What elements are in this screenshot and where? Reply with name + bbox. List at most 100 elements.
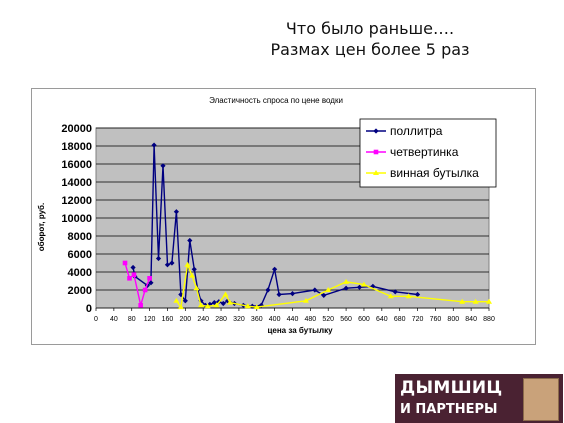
data-point (182, 298, 188, 304)
data-point (373, 170, 379, 175)
data-point (373, 149, 379, 155)
data-point (356, 284, 363, 290)
x-tick-label: 480 (305, 316, 317, 323)
logo-text-line2: И ПАРТНЕРЫ (400, 402, 498, 417)
y-tick-label: 12000 (61, 195, 92, 207)
y-axis-label: оборот, руб. (37, 203, 46, 251)
x-tick-label: 440 (287, 316, 299, 323)
x-tick-label: 360 (251, 316, 263, 323)
data-point (204, 303, 211, 309)
x-tick-label: 680 (394, 316, 406, 323)
data-point (405, 293, 412, 299)
y-tick-label: 6000 (68, 249, 92, 261)
data-point (184, 261, 191, 267)
data-point (147, 276, 152, 281)
y-tick-label: 2000 (68, 285, 92, 297)
y-tick-label: 14000 (61, 177, 92, 189)
data-point (173, 297, 180, 303)
data-point (155, 255, 162, 262)
elasticity-chart: 0200040006000800010000120001400016000180… (37, 96, 497, 335)
y-tick-label: 8000 (68, 231, 92, 243)
data-point (253, 304, 260, 310)
data-point (191, 266, 197, 272)
slide-title-line1: Что было раньше…. (285, 19, 455, 38)
data-point (197, 302, 204, 308)
data-point (131, 272, 137, 277)
data-point (193, 285, 200, 291)
data-point (122, 260, 128, 266)
data-point (343, 278, 350, 284)
x-tick-label: 320 (233, 316, 245, 323)
data-point (177, 304, 184, 310)
x-tick-label: 520 (322, 316, 334, 323)
data-point (151, 142, 157, 148)
data-point (258, 302, 264, 308)
data-point (160, 163, 166, 169)
y-tick-label: 20000 (61, 123, 92, 135)
data-point (360, 281, 367, 287)
data-point (472, 298, 479, 304)
data-point (244, 303, 251, 309)
x-tick-label: 640 (376, 316, 388, 323)
data-point (387, 293, 394, 299)
y-tick-label: 0 (86, 303, 92, 315)
data-point (148, 280, 154, 286)
x-tick-label: 400 (269, 316, 281, 323)
data-point (459, 298, 466, 304)
chart-title: Эластичность спроса по цене водки (209, 96, 343, 105)
x-axis-label: цена за бутылку (267, 326, 333, 335)
slide-title-line2: Размах цен более 5 раз (270, 40, 470, 59)
legend-label: поллитра (390, 124, 443, 138)
data-point (189, 272, 196, 278)
data-point (272, 266, 278, 272)
data-point (302, 297, 309, 303)
x-tick-label: 40 (110, 316, 118, 323)
x-tick-label: 0 (94, 316, 98, 323)
x-tick-label: 760 (430, 316, 442, 323)
data-point (130, 264, 136, 271)
data-point (414, 291, 421, 298)
data-point (373, 128, 379, 134)
data-point (220, 300, 226, 307)
data-point (265, 287, 271, 293)
data-point (226, 299, 233, 305)
x-tick-label: 80 (128, 316, 136, 323)
x-tick-label: 880 (483, 316, 495, 323)
x-tick-label: 840 (465, 316, 477, 323)
data-point (486, 298, 492, 304)
data-point (392, 289, 398, 295)
data-point (138, 303, 143, 308)
data-point (187, 237, 193, 244)
data-point (343, 285, 349, 291)
data-point (142, 287, 148, 293)
x-tick-label: 600 (358, 316, 370, 323)
data-point (164, 262, 171, 268)
data-point (312, 287, 318, 293)
data-point (169, 260, 175, 266)
data-point (127, 276, 132, 281)
x-tick-label: 200 (179, 316, 191, 323)
x-tick-label: 720 (412, 316, 424, 323)
y-tick-label: 16000 (61, 159, 92, 171)
slide-title: Что было раньше…. Размах цен более 5 раз (240, 18, 500, 60)
x-tick-label: 280 (215, 316, 227, 323)
chart-frame: 0 2000 4000 6000 8000 10000 12000 14000 16000 180… (31, 88, 536, 345)
legend-label: четвертинка (390, 145, 459, 159)
data-point (276, 291, 282, 298)
logo-emblem-icon (523, 378, 559, 421)
x-tick-label: 160 (162, 316, 174, 323)
data-point (173, 209, 179, 215)
company-logo: ДЫМШИЦ И ПАРТНЕРЫ (395, 374, 563, 423)
legend-label: винная бутылка (390, 166, 479, 180)
x-tick-label: 240 (197, 316, 209, 323)
y-tick-label: 18000 (61, 141, 92, 153)
data-point (213, 302, 220, 308)
data-point (222, 291, 229, 297)
y-tick-label: 4000 (68, 267, 92, 279)
x-tick-label: 120 (144, 316, 156, 323)
data-point (325, 287, 332, 292)
x-tick-label: 560 (340, 316, 352, 323)
y-tick-label: 10000 (61, 213, 92, 225)
logo-text-line1: ДЫМШИЦ (400, 378, 503, 398)
x-tick-label: 800 (447, 316, 459, 323)
